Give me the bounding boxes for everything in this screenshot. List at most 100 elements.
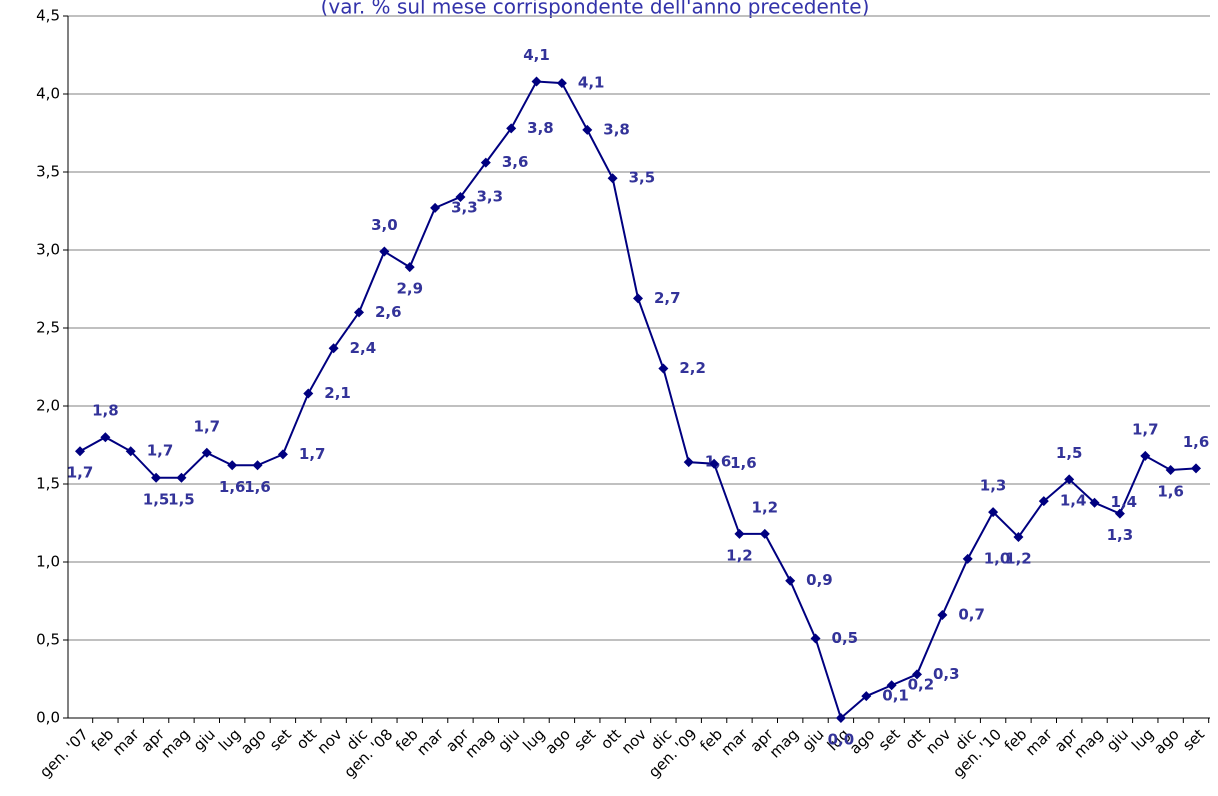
data-label: 1,5: [1056, 444, 1083, 462]
chart-subtitle: (var. % sul mese corrispondente dell'ann…: [321, 0, 870, 19]
marker: [582, 124, 593, 135]
data-label: 1,6: [705, 453, 732, 471]
data-label: 1,7: [299, 445, 326, 463]
x-tick-label: giu: [798, 725, 827, 754]
x-tick-label: lug: [215, 725, 244, 754]
marker: [759, 528, 770, 539]
data-label: 1,2: [1005, 550, 1032, 568]
x-tick-label: gen. '07: [36, 725, 92, 781]
data-label: 3,6: [502, 153, 529, 171]
x-tick-label: mag: [766, 725, 802, 761]
marker: [201, 447, 212, 458]
marker: [1165, 464, 1176, 475]
data-label: 1,0: [984, 549, 1011, 567]
y-tick-label: 2,0: [36, 397, 60, 415]
y-tick-label: 0,0: [36, 709, 60, 727]
data-label: 1,6: [1183, 433, 1210, 451]
data-label: 1,6: [244, 478, 271, 496]
marker: [227, 460, 238, 471]
marker: [506, 123, 517, 134]
data-label: 1,3: [1107, 526, 1134, 544]
data-label: 3,3: [476, 187, 503, 205]
marker: [607, 173, 618, 184]
data-label: 1,7: [194, 417, 221, 435]
data-label: 0,7: [958, 606, 985, 624]
data-label: 1,4: [1111, 493, 1138, 511]
marker: [100, 432, 111, 443]
y-tick-label: 2,5: [36, 319, 60, 337]
x-tick-label: set: [266, 725, 295, 754]
data-label: 0,9: [806, 571, 833, 589]
marker: [277, 449, 288, 460]
marker: [480, 157, 491, 168]
marker: [1140, 450, 1151, 461]
x-tick-label: set: [875, 725, 904, 754]
data-label: 2,9: [396, 280, 423, 298]
data-label: 0,3: [933, 665, 960, 683]
marker: [531, 76, 542, 87]
x-tick-label: mag: [1070, 725, 1106, 761]
data-label: 0,0: [828, 731, 855, 749]
marker: [835, 713, 846, 723]
marker: [379, 246, 390, 257]
data-label: 2,7: [654, 289, 681, 307]
marker: [658, 363, 669, 374]
data-label: 1,7: [67, 464, 94, 482]
marker: [912, 669, 922, 680]
marker: [556, 78, 567, 89]
marker: [734, 528, 745, 539]
x-tick-label: mag: [462, 725, 498, 761]
marker: [962, 553, 973, 564]
marker: [861, 691, 872, 702]
marker: [303, 388, 314, 399]
marker: [328, 343, 339, 354]
data-label: 0,1: [882, 687, 909, 705]
marker: [988, 507, 999, 518]
marker: [455, 191, 466, 202]
x-tick-label: set: [1179, 725, 1208, 754]
x-tick-label: nov: [313, 725, 345, 757]
x-tick-label: nov: [922, 725, 954, 757]
marker: [633, 293, 643, 304]
marker: [1013, 532, 1024, 543]
y-tick-label: 1,5: [36, 475, 60, 493]
y-tick-label: 0,5: [36, 631, 60, 649]
data-label: 1,7: [147, 442, 174, 460]
marker: [125, 446, 136, 457]
data-label: 3,3: [451, 198, 478, 216]
marker: [709, 458, 720, 469]
data-label: 4,1: [523, 46, 550, 64]
data-label: 1,4: [1060, 492, 1087, 510]
data-label: 1,7: [1132, 420, 1159, 438]
marker: [151, 472, 162, 483]
y-tick-label: 3,0: [36, 241, 60, 259]
data-label: 2,1: [324, 384, 351, 402]
marker: [75, 446, 85, 457]
data-label: 0,2: [908, 676, 935, 694]
data-label: 1,3: [980, 477, 1007, 495]
marker: [1114, 508, 1125, 519]
marker: [785, 575, 796, 586]
data-label: 1,5: [143, 490, 170, 508]
marker: [176, 472, 187, 483]
x-tick-label: giu: [190, 725, 219, 754]
data-label: 3,5: [629, 169, 656, 187]
marker: [683, 457, 694, 468]
marker: [1038, 496, 1049, 507]
data-label: 1,5: [168, 490, 195, 508]
data-label: 3,8: [527, 119, 554, 137]
data-label: 1,6: [730, 454, 757, 472]
marker: [252, 460, 263, 471]
y-tick-label: 3,5: [36, 163, 60, 181]
marker: [1191, 463, 1201, 474]
marker: [430, 202, 441, 213]
marker: [404, 262, 415, 273]
data-label: 3,0: [371, 216, 398, 234]
data-label: 2,6: [375, 303, 402, 321]
data-label: 2,2: [679, 359, 706, 377]
y-tick-label: 1,0: [36, 553, 60, 571]
x-tick-label: giu: [1103, 725, 1132, 754]
y-tick-label: 4,5: [36, 7, 60, 25]
data-label: 0,5: [832, 629, 859, 647]
